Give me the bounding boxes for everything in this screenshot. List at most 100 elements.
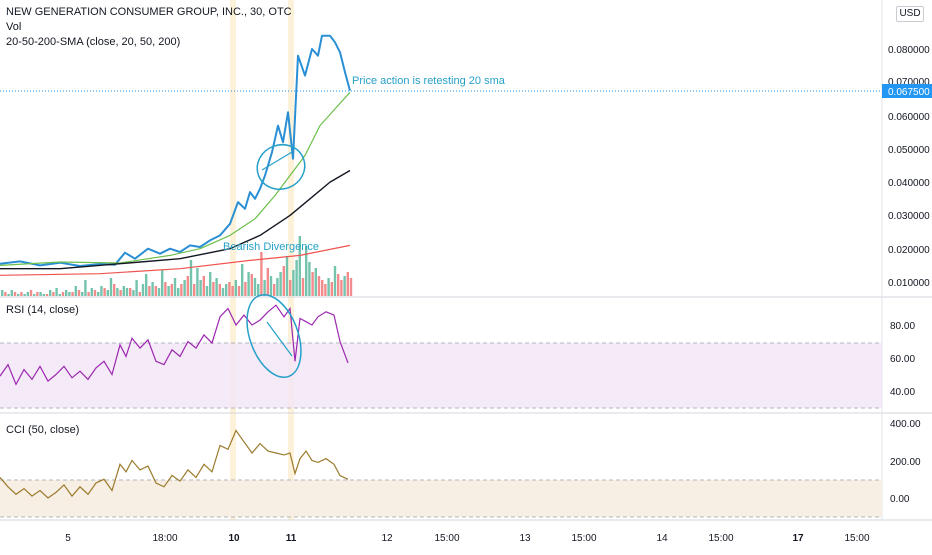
price-scale[interactable]: 0.080000 0.060000 0.050000 0.040000 0.030000…	[888, 45, 930, 289]
volume-bar	[84, 280, 87, 296]
volume-bar	[119, 290, 122, 296]
time-tick-label: 15:00	[434, 533, 459, 544]
volume-bar	[71, 292, 74, 296]
rsi-scale[interactable]: 80.00 60.00 40.00	[890, 321, 915, 398]
volume-bar	[116, 288, 119, 296]
volume-bar	[231, 286, 234, 296]
volume-bar	[81, 292, 84, 296]
volume-bar	[257, 284, 260, 296]
volume-bar	[301, 278, 305, 296]
volume-bar	[189, 260, 193, 296]
volume-bar	[330, 282, 333, 296]
volume-bar	[244, 282, 247, 296]
volume-bar	[237, 286, 241, 296]
volume-bar	[305, 246, 308, 296]
time-tick-label: 17	[792, 533, 804, 544]
volume-bar	[177, 288, 180, 296]
volume-bar	[218, 284, 221, 296]
volume-bar	[161, 270, 164, 296]
cci-tick-label: 400.00	[890, 419, 921, 430]
volume-bar	[241, 264, 244, 296]
volume-bar	[311, 272, 314, 296]
cci-band	[0, 480, 882, 517]
volume-bar	[346, 272, 349, 296]
volume-bar	[33, 294, 36, 296]
volume-bar	[103, 288, 106, 296]
symbol-title[interactable]: NEW GENERATION CONSUMER GROUP, INC., 30,…	[6, 6, 292, 18]
volume-bar	[167, 286, 170, 296]
time-tick-label: 15:00	[844, 533, 869, 544]
volume-bar	[148, 286, 151, 296]
volume-bar	[36, 292, 39, 296]
volume-bar	[170, 284, 173, 296]
annotation-retest: Price action is retesting 20 sma	[352, 75, 506, 87]
time-scale[interactable]: 5 18:00 10 11 12 15:00 13 15:00 14 15:00 17 15:00	[65, 533, 870, 544]
price-divergence-line	[261, 151, 293, 171]
volume-bar	[273, 284, 276, 296]
volume-bar	[333, 266, 337, 296]
volume-bar	[205, 286, 209, 296]
cci-tick-label: 200.00	[890, 457, 921, 468]
volume-bar	[180, 284, 183, 296]
time-tick-label: 18:00	[152, 533, 177, 544]
volume-bar	[157, 288, 161, 296]
sma200-line	[0, 244, 351, 276]
volume-bar	[58, 294, 61, 296]
volume-bar	[289, 280, 292, 296]
volume-bar	[340, 280, 343, 296]
volume-bar	[298, 236, 301, 296]
volume-bar	[285, 256, 289, 296]
volume-bar	[314, 268, 317, 296]
volume-bar	[164, 282, 167, 296]
price-tick-label: 0.080000	[888, 45, 930, 56]
sma-legend[interactable]: 20-50-200-SMA (close, 20, 50, 200)	[6, 36, 181, 48]
volume-bar	[154, 286, 157, 296]
volume-bar	[202, 276, 205, 296]
volume-bar	[324, 284, 327, 296]
session-highlight-10	[230, 0, 236, 520]
volume-bar	[337, 274, 340, 296]
volume-bar	[212, 282, 215, 296]
volume-bar	[132, 290, 135, 296]
volume-bar	[196, 268, 199, 296]
price-tick-label: 0.070000	[888, 77, 930, 88]
rsi-divergence-line	[266, 321, 293, 357]
volume-bar	[266, 268, 269, 296]
volume-bar	[77, 290, 81, 296]
session-highlight-11	[288, 0, 294, 520]
volume-bar	[343, 276, 346, 296]
cci-line	[0, 429, 349, 499]
volume-bar	[100, 286, 103, 296]
volume-bar	[276, 278, 279, 296]
currency-badge[interactable]: USD	[896, 6, 924, 22]
price-tick-label: 0.040000	[888, 178, 930, 189]
volume-legend[interactable]: Vol	[6, 21, 22, 33]
volume-bar	[93, 290, 97, 296]
volume-bar	[250, 274, 253, 296]
volume-bar	[183, 280, 186, 296]
volume-bar	[29, 290, 33, 296]
volume-bar	[97, 292, 100, 296]
volume-bar	[39, 292, 42, 296]
volume-bar	[279, 272, 282, 296]
price-line	[0, 34, 351, 267]
volume-bar	[215, 278, 218, 296]
volume-bar	[193, 284, 196, 296]
rsi-pane-label: RSI (14, close)	[6, 304, 79, 316]
volume-bar	[122, 286, 125, 296]
time-tick-label: 11	[286, 533, 297, 544]
volume-bar	[87, 292, 90, 296]
cci-scale[interactable]: 400.00 200.00 0.00	[890, 419, 921, 505]
volume-bar	[55, 288, 58, 296]
volume-bar	[263, 280, 266, 296]
volume-bar	[65, 290, 68, 296]
rsi-tick-label: 80.00	[890, 321, 915, 332]
rsi-tick-label: 60.00	[890, 354, 915, 365]
volume-bar	[74, 286, 77, 296]
sma20-line	[0, 91, 351, 266]
volume-bar	[13, 292, 17, 296]
volume-bar	[138, 292, 141, 296]
volume-bar	[125, 288, 129, 296]
